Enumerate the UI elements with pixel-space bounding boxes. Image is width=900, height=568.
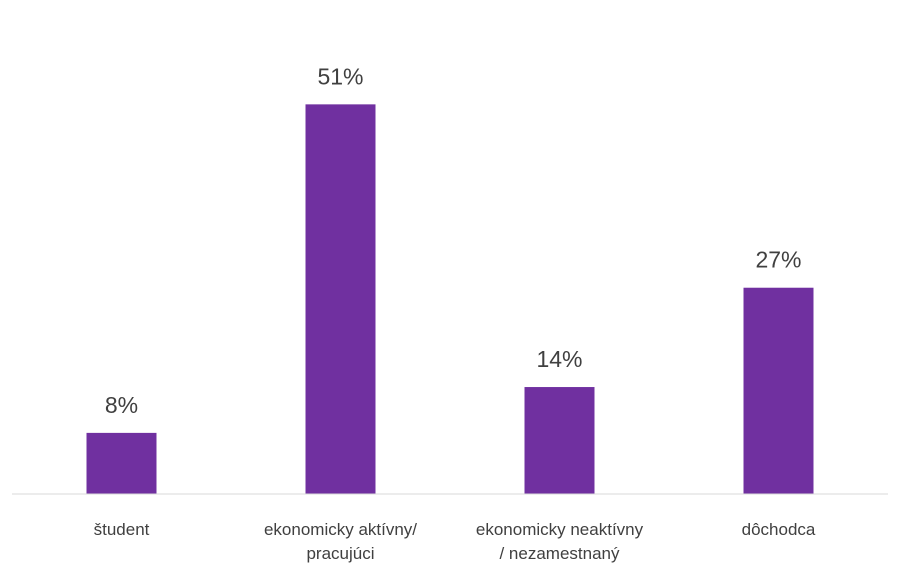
bar-ekonomicky-neaktivny-nezamestnany (524, 387, 595, 494)
category-label-line: dôchodca (742, 520, 816, 539)
category-label-line: ekonomicky neaktívny (476, 520, 644, 539)
bar-student (86, 432, 157, 494)
value-label-student: 8% (105, 392, 138, 418)
category-label-ekonomicky-neaktivny-nezamestnany: ekonomicky neaktívny / nezamestnaný (476, 520, 644, 563)
category-label-line: študent (94, 520, 150, 539)
value-label-ekonomicky-aktivny-pracujuci: 51% (317, 63, 363, 89)
value-labels-layer: 8% 51% 14% 27% (105, 63, 802, 418)
value-label-dochodca: 27% (755, 247, 801, 273)
bars-layer (86, 104, 814, 495)
value-label-ekonomicky-neaktivny-nezamestnany: 14% (536, 346, 582, 372)
category-label-dochodca: dôchodca (742, 520, 816, 539)
bar-dochodca (743, 287, 814, 494)
category-label-line: / nezamestnaný (499, 544, 620, 563)
category-labels-layer: študent ekonomicky aktívny/pracujúciekono… (94, 520, 816, 563)
category-label-student: študent (94, 520, 150, 539)
category-label-line: ekonomicky aktívny/ (264, 520, 417, 539)
category-label-line: pracujúci (306, 544, 374, 563)
category-label-ekonomicky-aktivny-pracujuci: ekonomicky aktívny/pracujúci (264, 520, 417, 563)
bar-ekonomicky-aktivny-pracujuci (305, 104, 376, 495)
